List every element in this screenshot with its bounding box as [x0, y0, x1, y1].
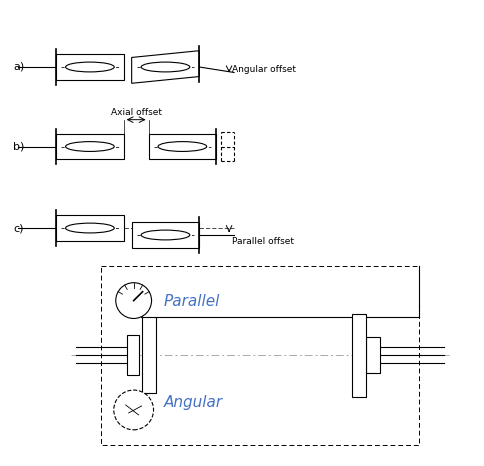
- Bar: [56, 215, 123, 241]
- Polygon shape: [131, 51, 199, 83]
- Bar: [131, 222, 199, 248]
- Ellipse shape: [65, 62, 114, 72]
- Bar: [148, 134, 216, 159]
- Text: c): c): [14, 223, 24, 233]
- Ellipse shape: [158, 142, 206, 151]
- Text: a): a): [14, 62, 25, 72]
- Text: Parallel offset: Parallel offset: [231, 237, 293, 246]
- Text: Axial offset: Axial offset: [110, 108, 161, 116]
- Text: Angular offset: Angular offset: [231, 65, 295, 74]
- Bar: [365, 337, 379, 373]
- Text: Parallel: Parallel: [163, 294, 219, 308]
- Bar: [126, 336, 138, 375]
- Ellipse shape: [65, 223, 114, 233]
- Ellipse shape: [141, 230, 189, 240]
- Ellipse shape: [141, 62, 189, 72]
- Bar: [56, 54, 123, 80]
- Circle shape: [114, 390, 153, 430]
- Bar: [141, 317, 155, 393]
- Bar: [56, 134, 123, 159]
- Circle shape: [116, 283, 151, 318]
- Bar: [351, 314, 365, 397]
- Ellipse shape: [65, 142, 114, 151]
- Text: Angular: Angular: [163, 395, 222, 410]
- Text: b): b): [14, 142, 25, 151]
